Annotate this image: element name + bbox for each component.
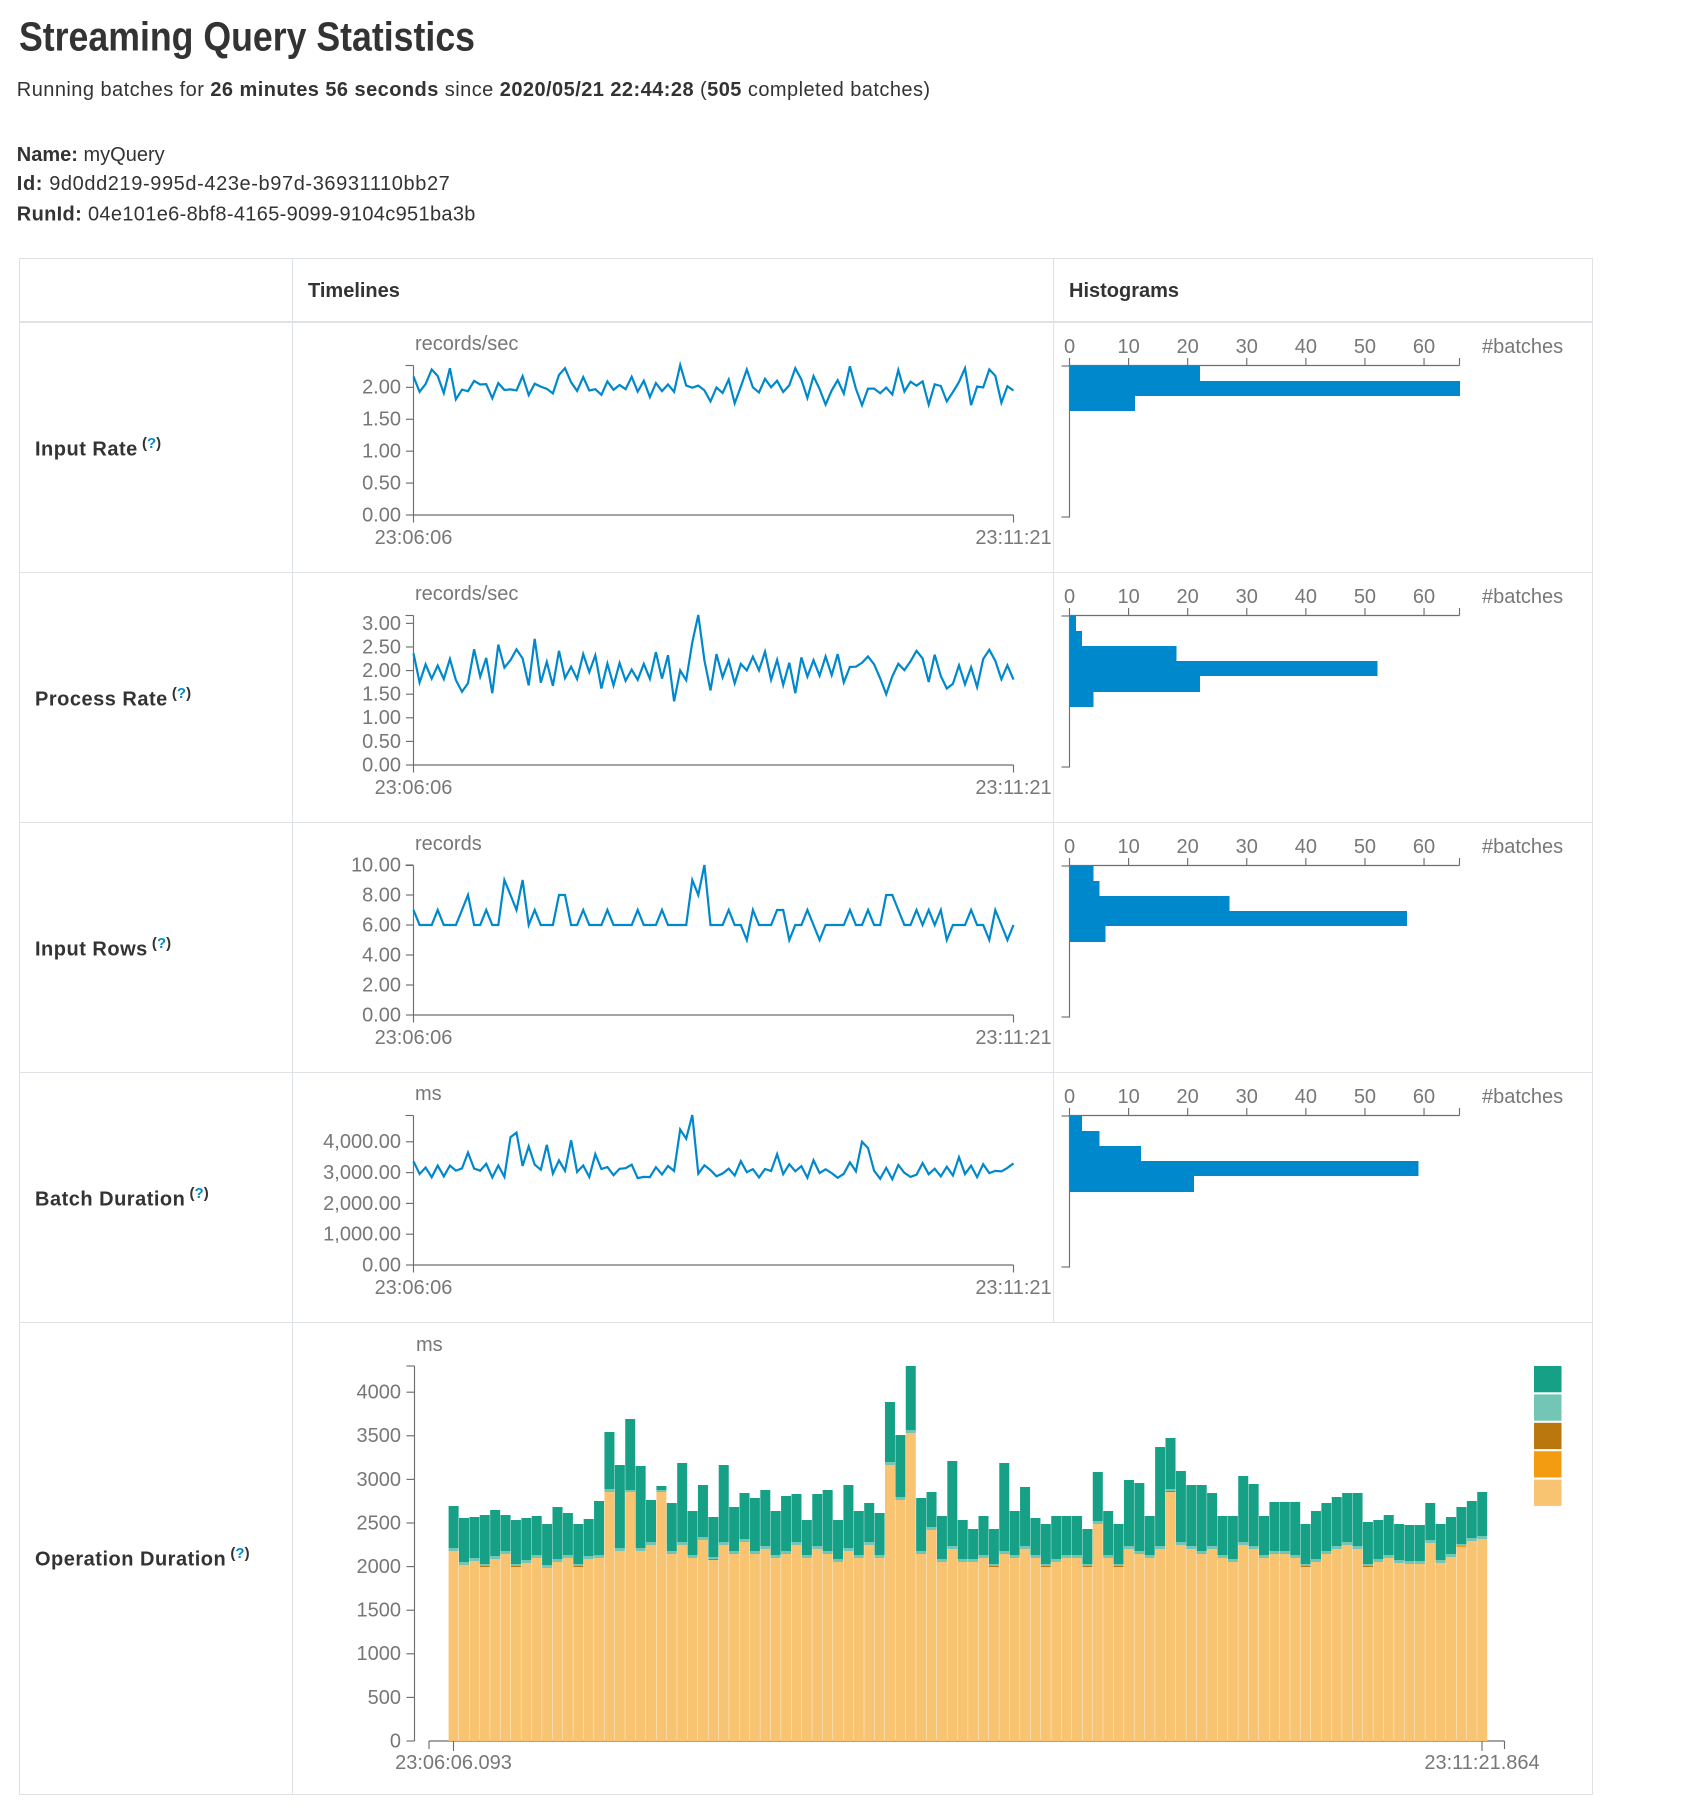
svg-text:1,000.00: 1,000.00 <box>323 1224 401 1246</box>
svg-text:40: 40 <box>1295 336 1317 358</box>
svg-text:2500: 2500 <box>357 1512 402 1534</box>
svg-text:2.00: 2.00 <box>362 974 401 996</box>
svg-text:records/sec: records/sec <box>415 333 518 355</box>
svg-text:8.00: 8.00 <box>362 884 401 906</box>
svg-text:23:06:06: 23:06:06 <box>375 1277 453 1299</box>
svg-text:#batches: #batches <box>1482 836 1563 858</box>
svg-text:20: 20 <box>1177 1086 1199 1108</box>
svg-text:Id: 9d0dd219-995d-423e-b97d-36: Id: 9d0dd219-995d-423e-b97d-36931110bb27 <box>17 173 451 195</box>
svg-text:Process Rate (?): Process Rate (?) <box>35 685 191 711</box>
svg-text:23:06:06.093: 23:06:06.093 <box>395 1752 512 1774</box>
svg-text:ms: ms <box>416 1334 443 1356</box>
svg-text:records: records <box>415 833 482 855</box>
svg-text:30: 30 <box>1236 836 1258 858</box>
svg-text:0.50: 0.50 <box>362 472 401 494</box>
svg-text:40: 40 <box>1295 1086 1317 1108</box>
svg-text:1.50: 1.50 <box>362 684 401 706</box>
svg-text:2.50: 2.50 <box>362 636 401 658</box>
svg-text:0.50: 0.50 <box>362 731 401 753</box>
svg-text:2.00: 2.00 <box>362 660 401 682</box>
svg-text:0: 0 <box>1064 836 1075 858</box>
svg-text:records/sec: records/sec <box>415 583 518 605</box>
svg-text:3,000.00: 3,000.00 <box>323 1162 401 1184</box>
svg-text:0.00: 0.00 <box>362 754 401 776</box>
svg-text:1.00: 1.00 <box>362 707 401 729</box>
svg-text:50: 50 <box>1354 336 1376 358</box>
svg-text:23:11:21: 23:11:21 <box>975 777 1051 799</box>
svg-text:Input Rate (?): Input Rate (?) <box>35 435 161 461</box>
svg-text:30: 30 <box>1236 1086 1258 1108</box>
svg-text:#batches: #batches <box>1482 1086 1563 1108</box>
svg-text:ms: ms <box>415 1083 442 1105</box>
svg-text:60: 60 <box>1413 336 1435 358</box>
svg-text:#batches: #batches <box>1482 336 1563 358</box>
svg-text:10: 10 <box>1117 586 1139 608</box>
svg-text:4000: 4000 <box>357 1382 402 1404</box>
svg-text:2.00: 2.00 <box>362 377 401 399</box>
svg-text:4.00: 4.00 <box>362 944 401 966</box>
svg-text:23:11:21: 23:11:21 <box>975 1277 1051 1299</box>
svg-text:0: 0 <box>1064 1086 1075 1108</box>
svg-text:1.00: 1.00 <box>362 441 401 463</box>
svg-text:20: 20 <box>1177 836 1199 858</box>
svg-text:1000: 1000 <box>357 1643 402 1665</box>
svg-text:Batch Duration (?): Batch Duration (?) <box>35 1185 209 1211</box>
svg-text:Operation Duration (?): Operation Duration (?) <box>35 1545 250 1571</box>
svg-text:0: 0 <box>1064 586 1075 608</box>
svg-text:Streaming Query Statistics: Streaming Query Statistics <box>19 14 475 60</box>
svg-text:60: 60 <box>1413 836 1435 858</box>
svg-text:23:06:06: 23:06:06 <box>375 1027 453 1049</box>
svg-text:20: 20 <box>1177 336 1199 358</box>
svg-text:50: 50 <box>1354 1086 1376 1108</box>
svg-text:40: 40 <box>1295 836 1317 858</box>
svg-text:1.50: 1.50 <box>362 409 401 431</box>
svg-text:Timelines: Timelines <box>308 280 400 302</box>
svg-text:Name: myQuery: Name: myQuery <box>17 144 165 166</box>
svg-text:10: 10 <box>1117 336 1139 358</box>
svg-text:0: 0 <box>390 1730 401 1752</box>
svg-text:6.00: 6.00 <box>362 914 401 936</box>
svg-text:50: 50 <box>1354 836 1376 858</box>
svg-text:30: 30 <box>1236 336 1258 358</box>
svg-text:4,000.00: 4,000.00 <box>323 1131 401 1153</box>
svg-text:#batches: #batches <box>1482 586 1563 608</box>
svg-text:23:11:21.864: 23:11:21.864 <box>1424 1752 1539 1774</box>
svg-text:Histograms: Histograms <box>1069 280 1179 302</box>
svg-text:3.00: 3.00 <box>362 613 401 635</box>
svg-text:23:11:21: 23:11:21 <box>975 527 1051 549</box>
svg-text:50: 50 <box>1354 586 1376 608</box>
svg-text:1500: 1500 <box>357 1600 402 1622</box>
svg-text:23:11:21: 23:11:21 <box>975 1027 1051 1049</box>
svg-text:2,000.00: 2,000.00 <box>323 1193 401 1215</box>
svg-text:3500: 3500 <box>357 1425 402 1447</box>
svg-text:30: 30 <box>1236 586 1258 608</box>
svg-text:40: 40 <box>1295 586 1317 608</box>
svg-text:0.00: 0.00 <box>362 504 401 526</box>
svg-text:Running batches for 26 minutes: Running batches for 26 minutes 56 second… <box>17 79 931 101</box>
svg-text:0.00: 0.00 <box>362 1254 401 1276</box>
svg-text:RunId: 04e101e6-8bf8-4165-9099: RunId: 04e101e6-8bf8-4165-9099-9104c951b… <box>17 204 476 226</box>
svg-text:0.00: 0.00 <box>362 1004 401 1026</box>
svg-text:10.00: 10.00 <box>351 854 401 876</box>
svg-text:60: 60 <box>1413 586 1435 608</box>
svg-text:Input Rows (?): Input Rows (?) <box>35 935 171 961</box>
svg-text:23:06:06: 23:06:06 <box>375 777 453 799</box>
svg-text:2000: 2000 <box>357 1556 402 1578</box>
svg-text:10: 10 <box>1117 836 1139 858</box>
svg-text:23:06:06: 23:06:06 <box>375 527 453 549</box>
svg-text:10: 10 <box>1117 1086 1139 1108</box>
svg-text:20: 20 <box>1177 586 1199 608</box>
svg-text:60: 60 <box>1413 1086 1435 1108</box>
svg-text:3000: 3000 <box>357 1469 402 1491</box>
svg-text:0: 0 <box>1064 336 1075 358</box>
svg-text:500: 500 <box>368 1687 401 1709</box>
